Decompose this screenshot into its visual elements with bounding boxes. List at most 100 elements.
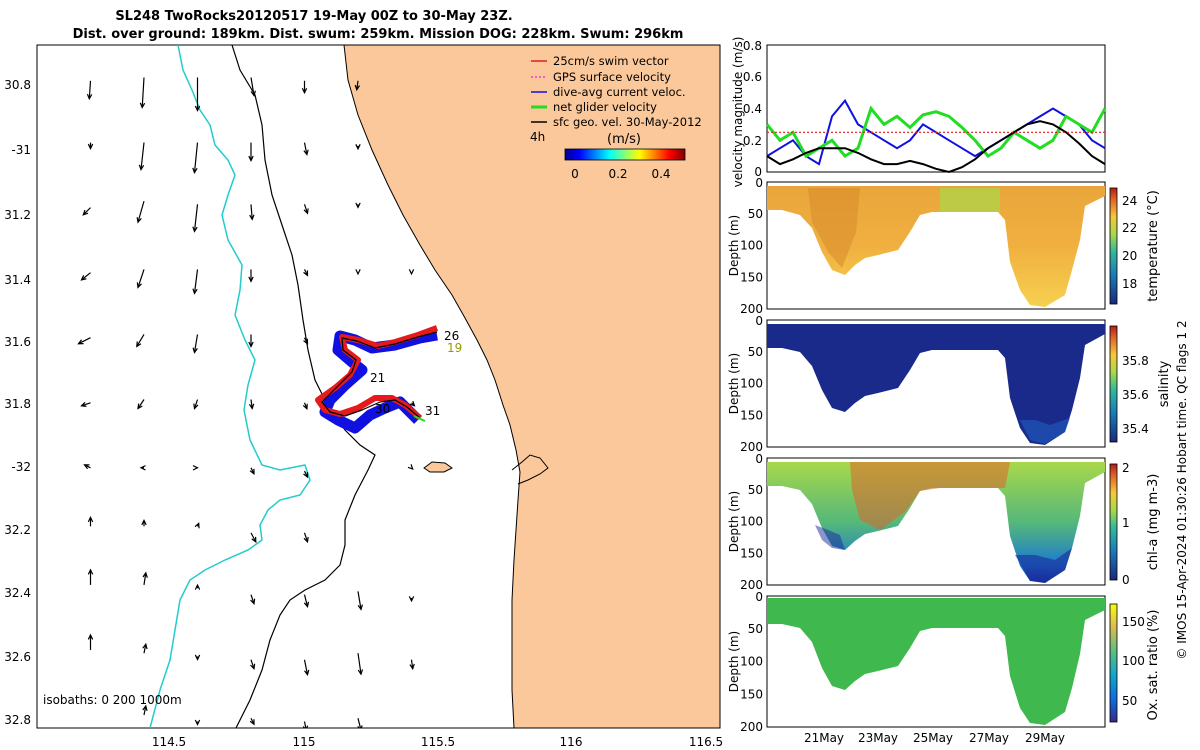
chla-deep-patch xyxy=(815,525,845,550)
lat-tick: -32 xyxy=(11,460,31,474)
lat-tick: -31 xyxy=(11,143,31,157)
legend-label: net glider velocity xyxy=(553,100,657,114)
velocity-arrow xyxy=(77,337,91,345)
velocity-arrow xyxy=(355,144,361,151)
day-label: 31 xyxy=(425,404,440,418)
depth-tick: 100 xyxy=(740,655,763,669)
legend-label: 25cm/s swim vector xyxy=(553,54,669,68)
colorbar-tick: 0.2 xyxy=(608,167,627,181)
depth-tick-labels: 0 50 100 150 200 Depth (m) 0 50 100 150 200 Depth (… xyxy=(727,176,763,734)
velocity-arrow xyxy=(250,594,256,605)
day-label: 21 xyxy=(370,371,385,385)
island-rottnest xyxy=(423,461,453,473)
depth-tick: 200 xyxy=(740,440,763,454)
map-tick-labels: 114.5 115 115.5 116 116.5 30.8 -31 31.2 … xyxy=(4,78,723,749)
velocity-arrow xyxy=(193,399,199,410)
lon-tick: 114.5 xyxy=(152,735,186,749)
velocity-arrow xyxy=(408,269,415,276)
velocity-arrow xyxy=(303,142,309,156)
speed-colorbar xyxy=(564,148,686,161)
velocity-arrow xyxy=(249,467,255,476)
velocity-arrow xyxy=(136,334,145,348)
depth-tick: 200 xyxy=(740,578,763,592)
velocity-arrow xyxy=(303,204,309,215)
velocity-arrow xyxy=(87,568,94,585)
velocity-arrow xyxy=(86,80,93,101)
velocity-arrow xyxy=(303,337,309,345)
velocity-arrow xyxy=(192,334,199,354)
chla-deep-patch xyxy=(1015,548,1072,583)
map-legend: 25cm/s swim vector GPS surface velocity … xyxy=(530,54,702,181)
velocity-arrow xyxy=(303,659,310,677)
depth-tick: 150 xyxy=(740,687,763,701)
velocity-arrow xyxy=(194,654,201,661)
lon-tick: 115 xyxy=(293,735,316,749)
depth-tick: 50 xyxy=(748,207,763,221)
depth-tick: 50 xyxy=(748,622,763,636)
velocity-arrow xyxy=(303,594,310,608)
lat-tick: 30.8 xyxy=(4,78,31,92)
temperature-colorbar xyxy=(1109,187,1118,305)
velocity-arrow xyxy=(354,80,361,92)
velocity-arrow xyxy=(194,719,201,726)
lat-tick: 32.4 xyxy=(4,586,31,600)
figure-title: SL248 TwoRocks20120517 19-May 00Z to 30-… xyxy=(115,9,512,24)
vel-ytick: 0.8 xyxy=(743,39,762,53)
date-tick-labels: 21May 23May 25May 27May 29May xyxy=(804,731,1065,745)
map-panel: 26 19 21 30 31 25cm/s swim vector GPS su… xyxy=(4,44,723,749)
lat-tick: 31.4 xyxy=(4,273,31,287)
velocity-arrow xyxy=(80,401,91,407)
chla-panel xyxy=(766,457,1106,586)
velocity-arrow xyxy=(303,532,309,544)
velocity-arrow xyxy=(83,464,91,470)
oxygen-cb-label: Ox. sat. ratio (%) xyxy=(1146,610,1161,721)
colorbar-tick: 0 xyxy=(571,167,579,181)
velocity-arrow xyxy=(87,515,94,527)
velocity-arrow xyxy=(250,532,257,544)
velocity-arrow xyxy=(192,465,199,471)
velocity-arrow xyxy=(303,269,309,277)
velocity-arrow xyxy=(248,399,255,410)
velocity-arrow xyxy=(141,518,147,527)
lon-tick: 115.5 xyxy=(421,735,455,749)
velocity-arrow xyxy=(192,269,199,295)
depth-tick: 150 xyxy=(740,546,763,560)
vel-ytick: 0.6 xyxy=(743,70,762,84)
velocity-arrow xyxy=(357,718,363,728)
velocity-arrow xyxy=(302,402,308,411)
depth-ylabel: Depth (m) xyxy=(727,631,741,692)
salinity-deep-patch xyxy=(1020,418,1070,444)
lat-tick: 31.6 xyxy=(4,335,31,349)
vel-ytick: 0.4 xyxy=(743,102,762,116)
velocity-line xyxy=(765,105,1107,159)
lat-tick: 31.2 xyxy=(4,208,31,222)
velocity-arrow xyxy=(142,642,148,654)
velocity-arrow xyxy=(249,204,255,221)
salinity-panel xyxy=(766,319,1106,448)
oxygen-cb-tick: 50 xyxy=(1122,694,1137,708)
depth-tick: 0 xyxy=(755,590,763,604)
depth-tick: 150 xyxy=(740,408,763,422)
velocity-arrow xyxy=(87,633,94,650)
track-day-labels: 26 19 21 30 31 xyxy=(370,329,462,418)
day-label: 30 xyxy=(375,402,390,416)
chla-cb-tick: 1 xyxy=(1122,516,1130,530)
velocity-arrow xyxy=(248,269,254,283)
velocity-arrow xyxy=(142,571,148,585)
temperature-cb-label: temperature (°C) xyxy=(1146,190,1161,302)
chla-cb-tick: 2 xyxy=(1122,461,1130,475)
coast-estuary xyxy=(511,454,549,485)
velocity-arrow xyxy=(250,77,256,97)
velocity-arrow xyxy=(355,202,361,209)
date-tick: 23May xyxy=(858,731,898,745)
velocity-panel: 0.8 0.6 0.4 0.2 0 velocity magnitude (m/… xyxy=(731,37,1107,187)
velocity-arrow xyxy=(250,659,256,671)
legend-label: dive-avg current veloc. xyxy=(553,85,686,99)
salinity-colorbar xyxy=(1109,325,1118,443)
oxygen-section xyxy=(767,598,1105,725)
velocity-arrow xyxy=(409,400,416,407)
lat-tick: 32.6 xyxy=(4,650,31,664)
colorbar-tick: 0.4 xyxy=(651,167,670,181)
velocity-series xyxy=(765,98,1107,174)
